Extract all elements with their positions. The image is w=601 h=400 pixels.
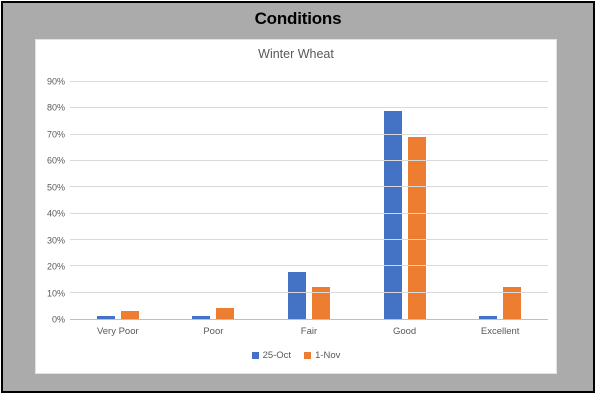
gridline <box>70 133 548 135</box>
x-tick-label: Fair <box>300 326 318 337</box>
x-tick-label: Very Poor <box>96 326 139 337</box>
x-tick-label: Poor <box>203 326 224 337</box>
legend-swatch-icon <box>251 352 259 359</box>
bar-25-oct-excellent <box>479 316 498 319</box>
chart-window: Conditions Winter Wheat 0% 10% 20% 30% 40% 50… <box>1 1 595 393</box>
gridline <box>70 212 548 214</box>
bar-25-oct-very-poor <box>96 316 115 319</box>
bar-group-excellent <box>452 82 548 319</box>
bar-group-good <box>357 82 453 319</box>
bar-1-nov-fair <box>311 287 330 319</box>
bar-1-nov-good <box>407 137 426 319</box>
page-title: Conditions <box>254 9 342 28</box>
legend-item-1-nov: 1-Nov <box>304 350 340 361</box>
y-tick-label: 10% <box>46 288 65 299</box>
legend-swatch-icon <box>304 352 312 359</box>
bar-1-nov-very-poor <box>120 311 139 319</box>
plot-area <box>70 81 548 320</box>
gridline <box>70 160 548 162</box>
gridline <box>70 265 548 267</box>
gridline <box>70 107 548 109</box>
chart-panel: Winter Wheat 0% 10% 20% 30% 40% 50% 60% 70% 80% 9… <box>35 39 557 374</box>
chart-title: Winter Wheat <box>258 47 334 61</box>
bar-1-nov-excellent <box>503 287 522 319</box>
y-tick-label: 20% <box>46 261 65 272</box>
bar-25-oct-good <box>383 110 402 319</box>
y-tick-label: 50% <box>46 182 65 193</box>
y-tick-label: 30% <box>46 235 65 246</box>
x-axis: Very Poor Poor Fair Good Excellent <box>70 326 548 337</box>
x-tick-label: Excellent <box>480 326 520 337</box>
gridline <box>70 239 548 241</box>
y-tick-label: 0% <box>51 314 65 325</box>
bar-groups <box>70 82 548 319</box>
bar-25-oct-fair <box>287 271 306 319</box>
y-tick-label: 80% <box>46 102 65 113</box>
x-tick-label: Good <box>392 326 417 337</box>
legend-item-25-oct: 25-Oct <box>251 350 292 361</box>
bar-group-fair <box>261 82 357 319</box>
bar-group-poor <box>166 82 262 319</box>
bar-group-very-poor <box>70 82 166 319</box>
legend: 25-Oct 1-Nov <box>36 350 556 361</box>
bar-25-oct-poor <box>192 316 211 319</box>
y-tick-label: 60% <box>46 155 65 166</box>
bar-1-nov-poor <box>216 308 235 319</box>
gridline <box>70 291 548 293</box>
y-axis: 0% 10% 20% 30% 40% 50% 60% 70% 80% 90% <box>36 77 65 324</box>
y-tick-label: 40% <box>46 208 65 219</box>
legend-label: 25-Oct <box>262 350 292 361</box>
y-tick-label: 70% <box>46 129 65 140</box>
gridline <box>70 186 548 188</box>
gridline <box>70 81 548 82</box>
legend-label: 1-Nov <box>315 350 341 361</box>
y-tick-label: 90% <box>46 76 65 87</box>
